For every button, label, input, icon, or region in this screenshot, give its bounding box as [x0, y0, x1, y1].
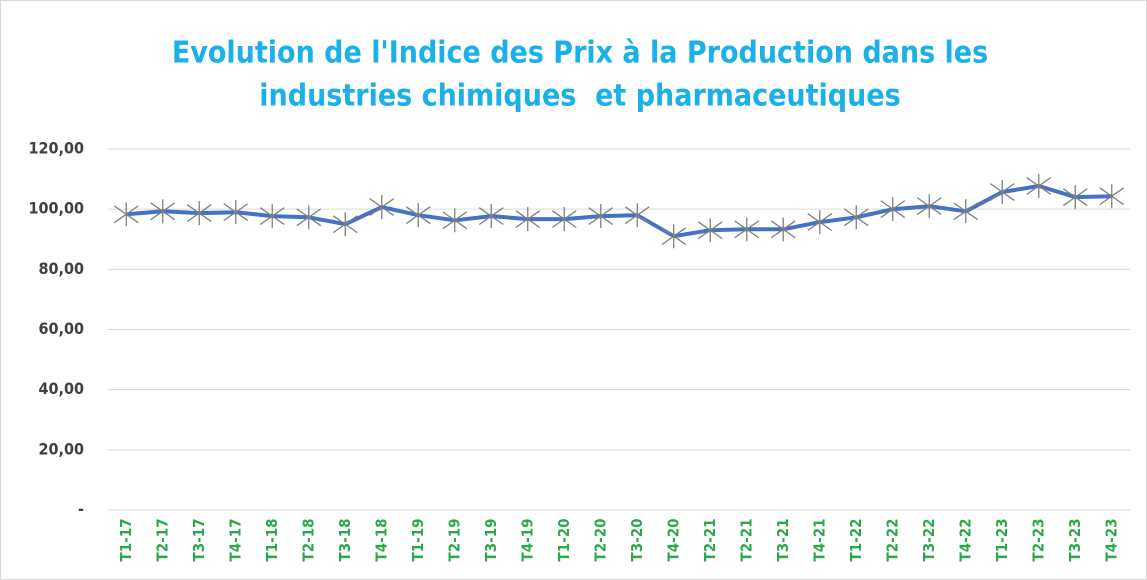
marker [515, 207, 541, 232]
x-tick-label: T3-18 [336, 519, 354, 562]
marker [880, 197, 906, 222]
y-tick-label: 100,00 [28, 199, 84, 218]
x-tick-label: T1-22 [847, 519, 865, 562]
x-tick-label: T3-19 [482, 519, 500, 562]
x-tick-label: T2-17 [153, 519, 171, 562]
marker [588, 204, 614, 229]
marker [150, 199, 176, 224]
marker [551, 207, 577, 232]
y-tick-label: 80,00 [38, 259, 84, 278]
marker [989, 180, 1015, 205]
x-tick-label: T3-20 [628, 519, 646, 562]
x-tick-label: T4-21 [810, 519, 828, 562]
x-tick-label: T2-22 [883, 519, 901, 562]
x-tick-label: T3-23 [1066, 519, 1084, 562]
marker [223, 200, 249, 225]
marker [1062, 185, 1088, 210]
marker [770, 217, 796, 242]
marker [1099, 184, 1125, 209]
marker [442, 208, 468, 233]
marker [405, 203, 431, 228]
data-line [126, 184, 1112, 239]
x-tick-label: T3-22 [920, 519, 938, 562]
x-tick-label: T4-22 [956, 519, 974, 562]
marker [624, 203, 650, 228]
marker [478, 204, 504, 229]
chart-title: Evolution de l'Indice des Prix à la Prod… [172, 36, 988, 71]
chart-title: industries chimiques et pharmaceutiques [259, 79, 900, 114]
marker [1026, 174, 1052, 199]
x-tick-label: T2-19 [445, 519, 463, 562]
x-tick-label: T2-21 [737, 519, 755, 562]
x-tick-label: T1-17 [117, 519, 135, 562]
marker [332, 212, 358, 237]
x-tick-label: T2-23 [1029, 519, 1047, 562]
marker [259, 204, 285, 229]
marker [734, 217, 760, 242]
x-tick-label: T4-18 [372, 519, 390, 562]
x-tick-label: T4-19 [518, 519, 536, 562]
x-tick-label: T1-20 [555, 519, 573, 562]
x-tick-label: T1-19 [409, 519, 427, 562]
marker [296, 205, 322, 230]
marker [661, 224, 687, 249]
x-tick-label: T2-20 [591, 519, 609, 562]
marker [369, 195, 395, 220]
x-tick-label: T4-20 [664, 519, 682, 562]
x-tick-label: T2-21 [701, 519, 719, 562]
y-tick-label: 60,00 [38, 319, 84, 338]
x-tick-label: T1-18 [263, 519, 281, 562]
marker [807, 210, 833, 235]
y-tick-label: 20,00 [38, 439, 84, 458]
y-tick-label: 40,00 [38, 379, 84, 398]
x-tick-label: T1-23 [993, 519, 1011, 562]
x-tick-label: T4-23 [1102, 519, 1120, 562]
marker [916, 194, 942, 219]
marker [697, 218, 723, 243]
marker [113, 202, 139, 227]
marker [953, 199, 979, 224]
x-tick-label: T4-17 [226, 519, 244, 562]
y-tick-label: 120,00 [28, 139, 84, 158]
x-tick-label: T3-21 [774, 519, 792, 562]
y-tick-label: - [78, 500, 84, 519]
x-tick-label: T2-18 [299, 519, 317, 562]
marker [186, 201, 212, 226]
marker [843, 205, 869, 230]
x-tick-label: T3-17 [190, 519, 208, 562]
